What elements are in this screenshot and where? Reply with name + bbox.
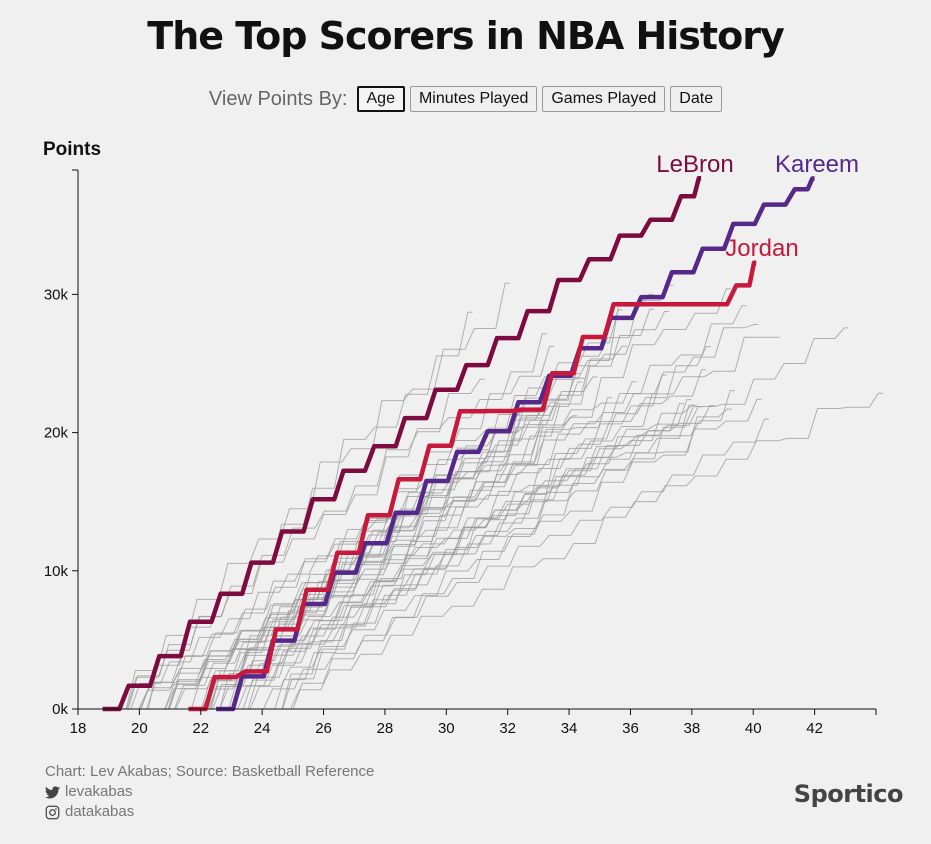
twitter-icon [45, 785, 60, 798]
instagram-row: datakabas [45, 802, 374, 822]
background-player-line [191, 403, 684, 710]
background-player-line [114, 403, 560, 710]
instagram-icon [45, 805, 60, 819]
line-chart: LeBron Kareem Jordan 0k 10k 20k 30k 18 20 22 24 26 2… [43, 139, 883, 737]
footer: Chart: Lev Akabas; Source: Basketball Re… [45, 762, 374, 822]
background-player-line [273, 392, 883, 710]
x-tick-label: 36 [622, 720, 639, 737]
chart-title: The Top Scorers in NBA History [147, 14, 784, 58]
x-tick-label: 42 [806, 720, 823, 737]
background-player-line [152, 345, 627, 710]
y-tick-label: 30k [44, 286, 69, 303]
background-player-line [194, 345, 555, 710]
x-tick-label: 34 [561, 720, 578, 737]
y-tick-label: 20k [44, 425, 69, 442]
background-player-line [258, 346, 711, 710]
background-player-line [109, 282, 510, 710]
twitter-handle: levakabas [65, 783, 133, 800]
y-tick-label: 10k [44, 563, 69, 580]
background-player-line [158, 405, 715, 710]
x-tick-label: 20 [131, 720, 148, 737]
view-by-controls: View Points By: Age Minutes Played Games… [0, 86, 931, 112]
minutes-played-button[interactable]: Minutes Played [409, 86, 538, 112]
background-player-line [216, 390, 735, 710]
x-tick-label: 30 [438, 720, 455, 737]
x-tick-label: 24 [254, 720, 271, 737]
series-label-lebron: LeBron [656, 151, 733, 178]
series-line-kareem [216, 176, 815, 712]
series-line-jordan [188, 260, 757, 712]
background-player-line [265, 374, 667, 710]
games-played-button[interactable]: Games Played [542, 86, 666, 112]
background-player-line [276, 327, 849, 710]
x-tick-label: 22 [192, 720, 209, 737]
age-button[interactable]: Age [356, 86, 405, 112]
sportico-logo: Sportico [793, 780, 904, 808]
background-player-line [131, 311, 473, 710]
background-player-line [130, 311, 669, 710]
x-tick-label: 28 [377, 720, 394, 737]
source-credit: Chart: Lev Akabas; Source: Basketball Re… [45, 763, 375, 780]
instagram-handle: datakabas [65, 803, 135, 820]
background-player-line [121, 406, 703, 710]
y-axis-label: Points [43, 139, 101, 160]
background-player-line [185, 408, 732, 710]
x-tick-label: 40 [745, 720, 762, 737]
background-player-line [233, 398, 762, 710]
x-tick-label: 26 [315, 720, 332, 737]
background-player-line [220, 404, 694, 710]
series-label-jordan: Jordan [725, 235, 798, 262]
x-tick-label: 18 [70, 720, 87, 737]
background-player-line [246, 418, 769, 710]
background-player-line [265, 308, 655, 710]
date-button[interactable]: Date [670, 86, 723, 112]
twitter-row: levakabas [45, 782, 374, 802]
series-label-kareem: Kareem [775, 151, 859, 178]
background-player-line [109, 333, 547, 710]
background-player-line [111, 378, 485, 710]
y-tick-label: 0k [52, 701, 68, 718]
x-tick-label: 32 [499, 720, 516, 737]
background-player-line [202, 404, 697, 710]
x-tick-label: 38 [684, 720, 701, 737]
view-by-label: View Points By: [208, 87, 348, 110]
series-line-lebron [102, 176, 702, 712]
background-player-line [123, 369, 707, 710]
background-player-line [158, 324, 759, 710]
background-player-line [151, 397, 613, 710]
